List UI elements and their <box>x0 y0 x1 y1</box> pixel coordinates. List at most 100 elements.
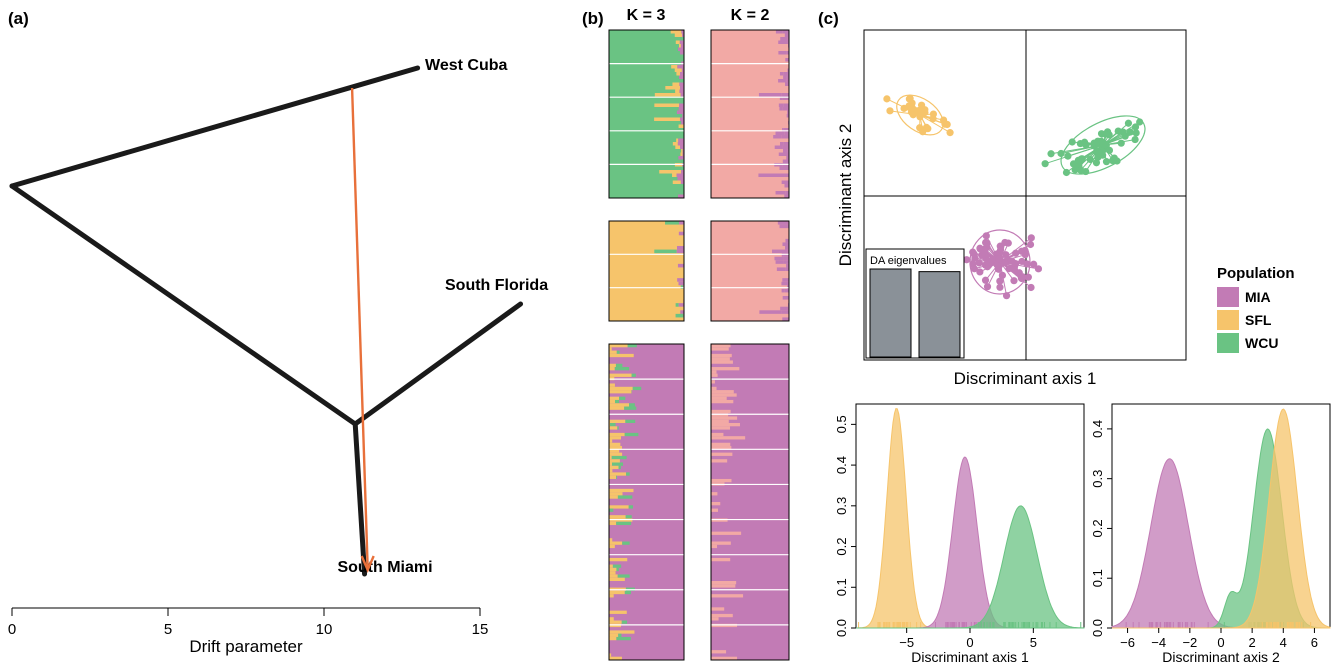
structure-mix-segment <box>609 390 632 394</box>
structure-mix-segment <box>711 508 718 512</box>
structure-mix-segment <box>787 40 789 44</box>
structure-mix-segment <box>680 152 683 156</box>
tip-label-south-florida: South Florida <box>445 277 548 294</box>
density-plot-axis1: −5 0 5 0.0 0.1 0.2 0.3 0.4 0.5 Discriminant axis … <box>834 403 1085 665</box>
structure-mix-segment <box>787 37 789 41</box>
structure-mix-segment <box>676 173 684 177</box>
cluster-point <box>1086 155 1094 164</box>
structure-mix-segment <box>672 173 677 177</box>
density-ytick-label: 0.2 <box>1090 519 1105 537</box>
cluster-point <box>1001 238 1009 247</box>
structure-mix-segment <box>624 432 639 437</box>
structure-mix-segment <box>679 51 684 55</box>
cluster-point <box>995 255 1003 263</box>
structure-mix-segment <box>785 278 789 282</box>
cluster-point <box>993 261 1001 269</box>
legend-swatch-wcu <box>1217 333 1239 353</box>
structure-mix-segment <box>711 492 718 496</box>
structure-mix-segment <box>775 30 783 34</box>
structure-mix-segment <box>711 607 725 611</box>
structure-mix-segment <box>609 347 612 351</box>
cluster-ellipse <box>896 94 944 136</box>
structure-mix-segment <box>609 423 611 427</box>
structure-mix-segment <box>780 306 788 311</box>
eigen-bars <box>869 268 961 358</box>
structure-mix-segment <box>711 396 727 400</box>
structure-mix-segment <box>711 502 721 506</box>
structure-mix-segment <box>609 373 632 377</box>
structure-mix-segment <box>616 475 617 479</box>
cluster-wcu <box>1041 115 1146 177</box>
structure-mix-segment <box>609 505 629 509</box>
structure-bars <box>608 29 790 661</box>
structure-mix-segment <box>786 156 789 160</box>
tree-labels: West Cuba South Florida South Miami <box>337 57 548 576</box>
cluster-point <box>1001 259 1009 267</box>
structure-mix-segment <box>711 370 717 374</box>
cluster-point <box>1105 146 1114 154</box>
structure-mix-segment <box>609 577 625 581</box>
structure-bg-k2-WCU <box>711 30 789 198</box>
density-ytick-label: 0.0 <box>1090 619 1105 637</box>
structure-mix-segment <box>609 617 614 621</box>
panel-a-treemix: (a) West Cuba South Florida South Miami 0 5… <box>8 9 548 656</box>
structure-mix-segment <box>609 557 628 562</box>
structure-mix-segment <box>785 246 789 250</box>
cluster-point <box>1090 139 1098 147</box>
cluster-point <box>883 95 891 103</box>
structure-mix-segment <box>626 472 630 476</box>
cluster-point <box>946 129 954 137</box>
structure-mix-segment <box>787 306 789 311</box>
cluster-point <box>1121 132 1129 140</box>
structure-mix-segment <box>682 152 684 156</box>
cluster-point <box>1117 139 1125 147</box>
cluster-point <box>1057 149 1065 158</box>
structure-mix-segment <box>609 446 622 450</box>
cluster-point <box>983 283 992 291</box>
structure-mix-segment <box>609 353 634 358</box>
structure-mix-segment <box>624 590 631 595</box>
cluster-point <box>1105 131 1113 139</box>
structure-mix-segment <box>782 159 789 163</box>
cluster-point <box>1126 128 1134 136</box>
structure-mix-segment <box>711 416 738 420</box>
cluster-point <box>1021 246 1029 255</box>
structure-mix-segment <box>786 263 788 268</box>
structure-mix-segment <box>621 620 628 624</box>
density-ytick-label: 0.4 <box>834 456 849 474</box>
structure-mix-segment <box>609 406 625 410</box>
structure-mix-segment <box>654 249 677 254</box>
structure-mix-segment <box>609 571 616 575</box>
structure-mix-segment <box>609 521 617 526</box>
structure-mix-segment <box>609 567 617 572</box>
cluster-point <box>1026 240 1035 249</box>
tip-label-south-miami: South Miami <box>337 559 432 576</box>
structure-mix-segment <box>782 296 789 300</box>
structure-mix-segment <box>614 399 620 404</box>
structure-mix-segment <box>782 30 789 34</box>
structure-mix-segment <box>670 30 682 34</box>
structure-mix-segment <box>678 44 681 48</box>
cluster-point <box>963 256 971 264</box>
structure-mix-segment <box>681 149 683 153</box>
structure-mix-segment <box>786 114 789 118</box>
structure-mix-segment <box>775 260 784 264</box>
density-ytick-label: 0.2 <box>834 538 849 556</box>
structure-mix-segment <box>677 47 684 51</box>
structure-mix-segment <box>609 459 620 463</box>
density-xtick-label: 2 <box>1249 635 1256 650</box>
structure-mix-segment <box>783 72 789 76</box>
density-xtick-label: −2 <box>1182 635 1197 650</box>
structure-mix-segment <box>711 373 718 377</box>
migration-arrow <box>350 87 375 574</box>
structure-mix-segment <box>618 465 621 470</box>
density-ytick-label: 0.1 <box>834 578 849 596</box>
structure-mix-segment <box>677 246 684 250</box>
structure-mix-segment <box>711 390 734 394</box>
scatter-xlabel: Discriminant axis 1 <box>954 369 1097 388</box>
structure-mix-segment <box>672 82 680 86</box>
tree-edge-inner-south_florida <box>352 301 524 427</box>
structure-mix-segment <box>609 462 613 466</box>
structure-mix-segment <box>711 347 729 351</box>
structure-mix-segment <box>681 170 684 174</box>
